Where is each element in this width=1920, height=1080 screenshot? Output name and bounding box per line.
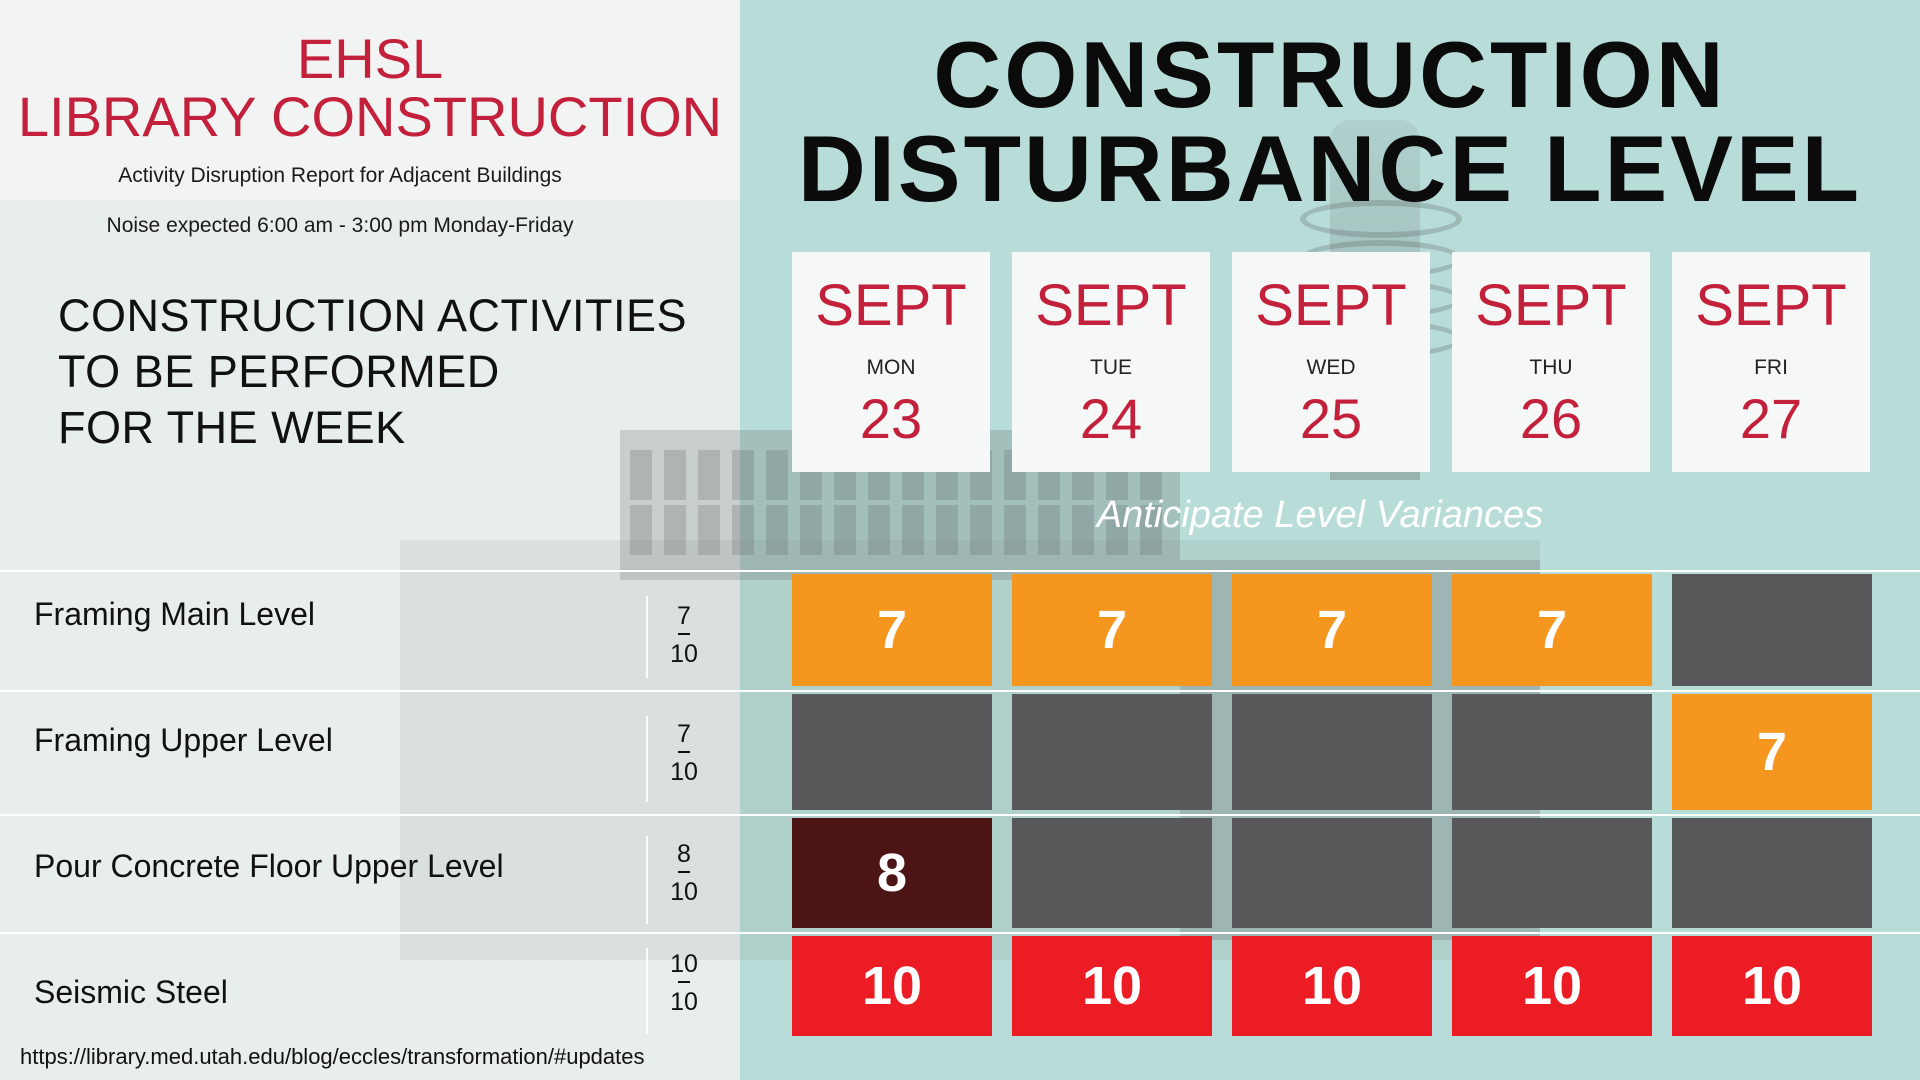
day-number: 23 <box>859 387 923 450</box>
activity-label: Framing Main Level <box>34 596 315 632</box>
level-fraction: 7 10 <box>660 720 708 786</box>
left-header-band <box>0 0 740 200</box>
level-value: 8 <box>677 840 691 868</box>
level-max: 10 <box>670 878 698 906</box>
row-vertical-divider <box>646 836 648 924</box>
level-cell-tue: 10 <box>1012 936 1212 1036</box>
activity-label: Seismic Steel <box>34 974 228 1010</box>
library-construction-title: LIBRARY CONSTRUCTION <box>17 85 723 148</box>
level-value: 7 <box>677 720 691 748</box>
day-month: SEPT <box>815 273 967 338</box>
level-cell-fri: 10 <box>1672 936 1872 1036</box>
activity-label: Pour Concrete Floor Upper Level <box>34 848 504 884</box>
level-max: 10 <box>670 640 698 668</box>
level-cell-mon: 7 <box>792 574 992 686</box>
row-divider <box>0 814 1920 816</box>
level-cell-tue <box>1012 818 1212 928</box>
day-of-week: FRI <box>1754 356 1788 379</box>
day-of-week: THU <box>1529 356 1573 379</box>
level-cell-wed <box>1232 694 1432 810</box>
row-divider <box>0 932 1920 934</box>
day-of-week: WED <box>1306 356 1356 379</box>
day-month: SEPT <box>1475 273 1627 338</box>
level-fraction: 7 10 <box>660 602 708 668</box>
level-cell-wed: 7 <box>1232 574 1432 686</box>
day-of-week: MON <box>866 356 916 379</box>
row-vertical-divider <box>646 596 648 678</box>
level-cell-fri <box>1672 818 1872 928</box>
report-subtitle: Activity Disruption Report for Adjacent … <box>118 164 562 187</box>
level-cell-fri: 7 <box>1672 694 1872 810</box>
day-of-week: TUE <box>1090 356 1132 379</box>
level-cell-mon: 8 <box>792 818 992 928</box>
updates-link[interactable]: https://library.med.utah.edu/blog/eccles… <box>20 1044 645 1069</box>
day-month: SEPT <box>1695 273 1847 338</box>
level-max: 10 <box>670 988 698 1016</box>
level-cell-tue <box>1012 694 1212 810</box>
day-card-tue: SEPT TUE 24 <box>1012 252 1210 472</box>
ehsl-title: EHSL <box>296 27 444 90</box>
level-cell-thu <box>1452 694 1652 810</box>
level-cell-thu: 7 <box>1452 574 1652 686</box>
day-card-wed: SEPT WED 25 <box>1232 252 1430 472</box>
day-month: SEPT <box>1255 273 1407 338</box>
day-number: 25 <box>1299 387 1363 450</box>
row-vertical-divider <box>646 716 648 802</box>
day-card-thu: SEPT THU 26 <box>1452 252 1650 472</box>
activity-label: Framing Upper Level <box>34 722 333 758</box>
activities-heading: CONSTRUCTION ACTIVITIES TO BE PERFORMED … <box>58 290 688 453</box>
day-month: SEPT <box>1035 273 1187 338</box>
day-card-fri: SEPT FRI 27 <box>1672 252 1870 472</box>
level-cell-mon: 10 <box>792 936 992 1036</box>
noise-hours: Noise expected 6:00 am - 3:00 pm Monday-… <box>106 214 574 237</box>
level-cell-thu <box>1452 818 1652 928</box>
day-number: 26 <box>1519 387 1583 450</box>
disturbance-level-title: CONSTRUCTION DISTURBANCE LEVEL <box>797 22 1863 221</box>
level-cell-wed: 10 <box>1232 936 1432 1036</box>
day-number: 27 <box>1739 387 1803 450</box>
level-cell-mon <box>792 694 992 810</box>
level-max: 10 <box>670 758 698 786</box>
level-fraction: 10 10 <box>660 950 708 1016</box>
level-cell-tue: 7 <box>1012 574 1212 686</box>
row-vertical-divider <box>646 948 648 1034</box>
level-cell-fri <box>1672 574 1872 686</box>
variance-note: Anticipate Level Variances <box>1096 494 1544 536</box>
day-number: 24 <box>1079 387 1143 450</box>
level-fraction: 8 10 <box>660 840 708 906</box>
level-value: 10 <box>670 950 698 978</box>
level-cell-wed <box>1232 818 1432 928</box>
day-card-mon: SEPT MON 23 <box>792 252 990 472</box>
level-cell-thu: 10 <box>1452 936 1652 1036</box>
row-divider <box>0 570 1920 572</box>
row-divider <box>0 690 1920 692</box>
level-value: 7 <box>677 602 691 630</box>
